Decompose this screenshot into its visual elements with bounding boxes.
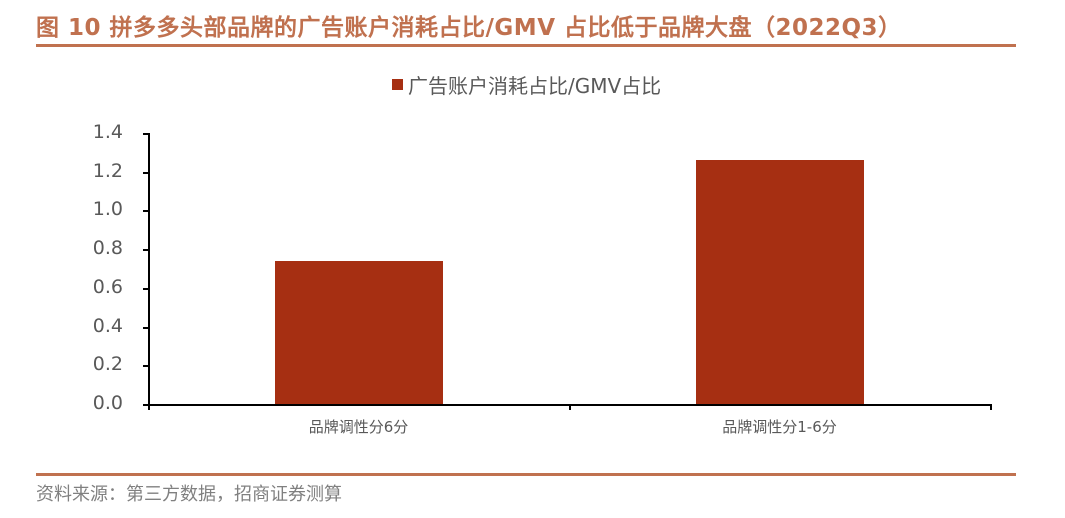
y-tick-mark [143, 133, 148, 135]
bar [695, 160, 864, 404]
y-tick-mark [143, 404, 148, 406]
y-tick-mark [143, 326, 148, 329]
y-tick-mark [143, 365, 148, 368]
y-axis [148, 133, 150, 405]
x-tick-mark [148, 404, 150, 410]
y-tick-label: 0.4 [92, 314, 123, 337]
legend-label: 广告账户消耗占比/GMV占比 [408, 74, 662, 98]
x-category-label: 品牌调性分6分 [308, 418, 409, 436]
y-tick-label: 0.6 [92, 275, 123, 298]
chart-title: 图 10 拼多多头部品牌的广告账户消耗占比/GMV 占比低于品牌大盘（2022Q… [36, 15, 902, 41]
source-note: 资料来源：第三方数据，招商证券测算 [36, 484, 342, 505]
y-tick-label: 1.4 [92, 121, 123, 143]
legend-swatch-icon [392, 79, 403, 90]
x-tick-mark [990, 404, 992, 410]
y-tick-label: 1.0 [92, 198, 123, 221]
y-tick-label: 0.0 [92, 392, 123, 414]
y-tick-mark [143, 287, 148, 290]
footer-divider [36, 473, 1016, 476]
legend: 广告账户消耗占比/GMV占比 [392, 70, 661, 99]
x-category-label: 品牌调性分1-6分 [722, 418, 837, 436]
y-tick-label: 1.2 [92, 159, 123, 182]
y-tick-mark [143, 249, 148, 252]
y-tick-mark [143, 210, 148, 213]
y-tick-label: 0.2 [92, 353, 123, 376]
y-tick-label: 0.8 [92, 237, 123, 260]
title-divider [36, 44, 1016, 47]
y-tick-mark [143, 171, 148, 174]
x-tick-mark [569, 404, 571, 410]
bar [274, 260, 443, 404]
